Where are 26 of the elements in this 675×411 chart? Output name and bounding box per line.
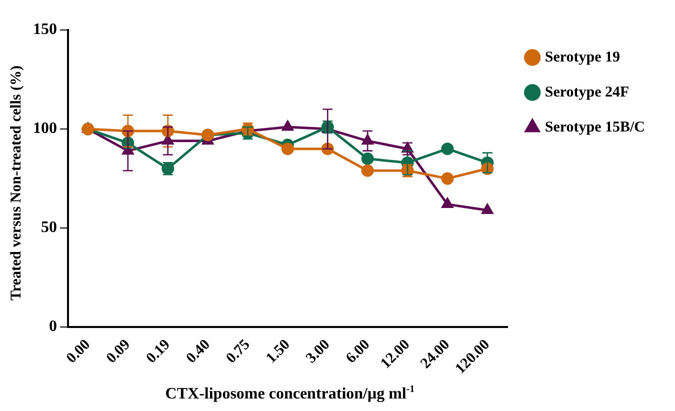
x-tick-label: 0.75	[223, 336, 254, 367]
x-tick-label: 6.00	[343, 336, 374, 367]
y-tick-label: 150	[33, 21, 57, 38]
y-tick-label: 100	[33, 120, 57, 138]
point	[441, 142, 454, 156]
point	[441, 172, 454, 185]
y-axis-title: Treated versus Non-treated cells (%)	[8, 64, 26, 302]
legend-label: Serotype 24F	[544, 84, 630, 100]
x-tick-label: 0.40	[183, 336, 214, 367]
point	[361, 164, 374, 177]
x-tick-label: 1.50	[263, 336, 294, 367]
x-tick-label: 0.09	[104, 336, 134, 367]
y-tick-label: 0	[49, 318, 57, 336]
x-tick-label: 3.00	[303, 336, 334, 367]
point	[362, 134, 374, 145]
legend-label: Serotype 19	[544, 49, 620, 66]
point	[361, 152, 374, 165]
x-tick-label: 0.19	[144, 336, 174, 367]
point	[281, 142, 294, 156]
x-tick-label: 0.00	[64, 336, 94, 367]
point	[482, 204, 493, 214]
point	[282, 120, 294, 131]
x-axis-title: CTX-liposome concentration/μg ml$^{-1}$	[164, 384, 416, 404]
y-tick-label: 50	[41, 219, 57, 236]
point	[442, 198, 454, 208]
legend-label: Serotype 15B/C	[544, 119, 646, 136]
